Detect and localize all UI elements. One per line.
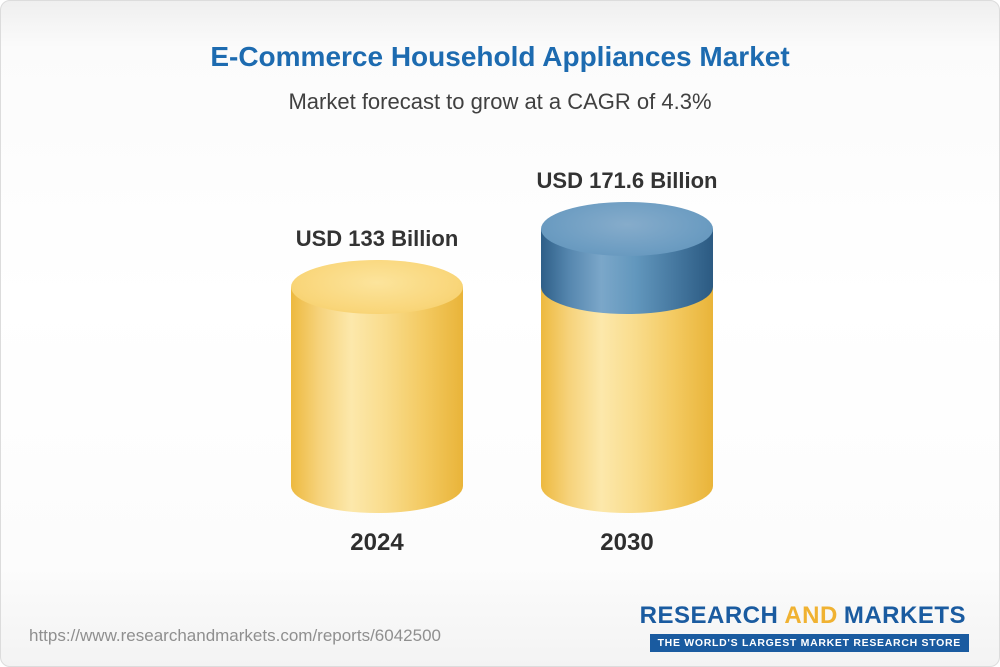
research-and-markets-logo: RESEARCH AND MARKETS THE WORLD'S LARGEST M… <box>637 602 969 652</box>
x-axis-label-2024: 2024 <box>350 529 404 556</box>
cylinder-2030-base-segment <box>541 286 713 513</box>
bar-chart: USD 133 Billion 2024 USD 171.6 Billion 2… <box>1 161 999 561</box>
cylinder-2030-top-ellipse <box>541 201 713 256</box>
page-subtitle: Market forecast to grow at a CAGR of 4.3… <box>288 89 712 114</box>
cylinder-2030 <box>541 201 713 513</box>
cylinder-2024 <box>291 259 463 513</box>
x-axis-label-2030: 2030 <box>600 529 654 556</box>
logo-word-research: RESEARCH <box>639 602 779 629</box>
bar-value-label-2030: USD 171.6 Billion <box>536 167 718 193</box>
bar-value-label-2024: USD 133 Billion <box>295 225 459 251</box>
bar-group-2024: USD 133 Billion 2024 <box>291 161 463 561</box>
page-title: E-Commerce Household Appliances Market <box>210 41 790 72</box>
cylinder-2024-body <box>291 286 463 513</box>
logo-tagline: THE WORLD'S LARGEST MARKET RESEARCH STOR… <box>649 634 969 652</box>
report-url-link[interactable]: https://www.researchandmarkets.com/repor… <box>29 626 441 645</box>
logo-word-markets: MARKETS <box>843 602 966 629</box>
logo-wordmark: RESEARCH AND MARKETS <box>637 602 969 630</box>
logo-word-and: AND <box>784 602 838 629</box>
cylinder-2024-top-ellipse <box>291 259 463 314</box>
bar-group-2030: USD 171.6 Billion 2030 <box>537 161 718 561</box>
